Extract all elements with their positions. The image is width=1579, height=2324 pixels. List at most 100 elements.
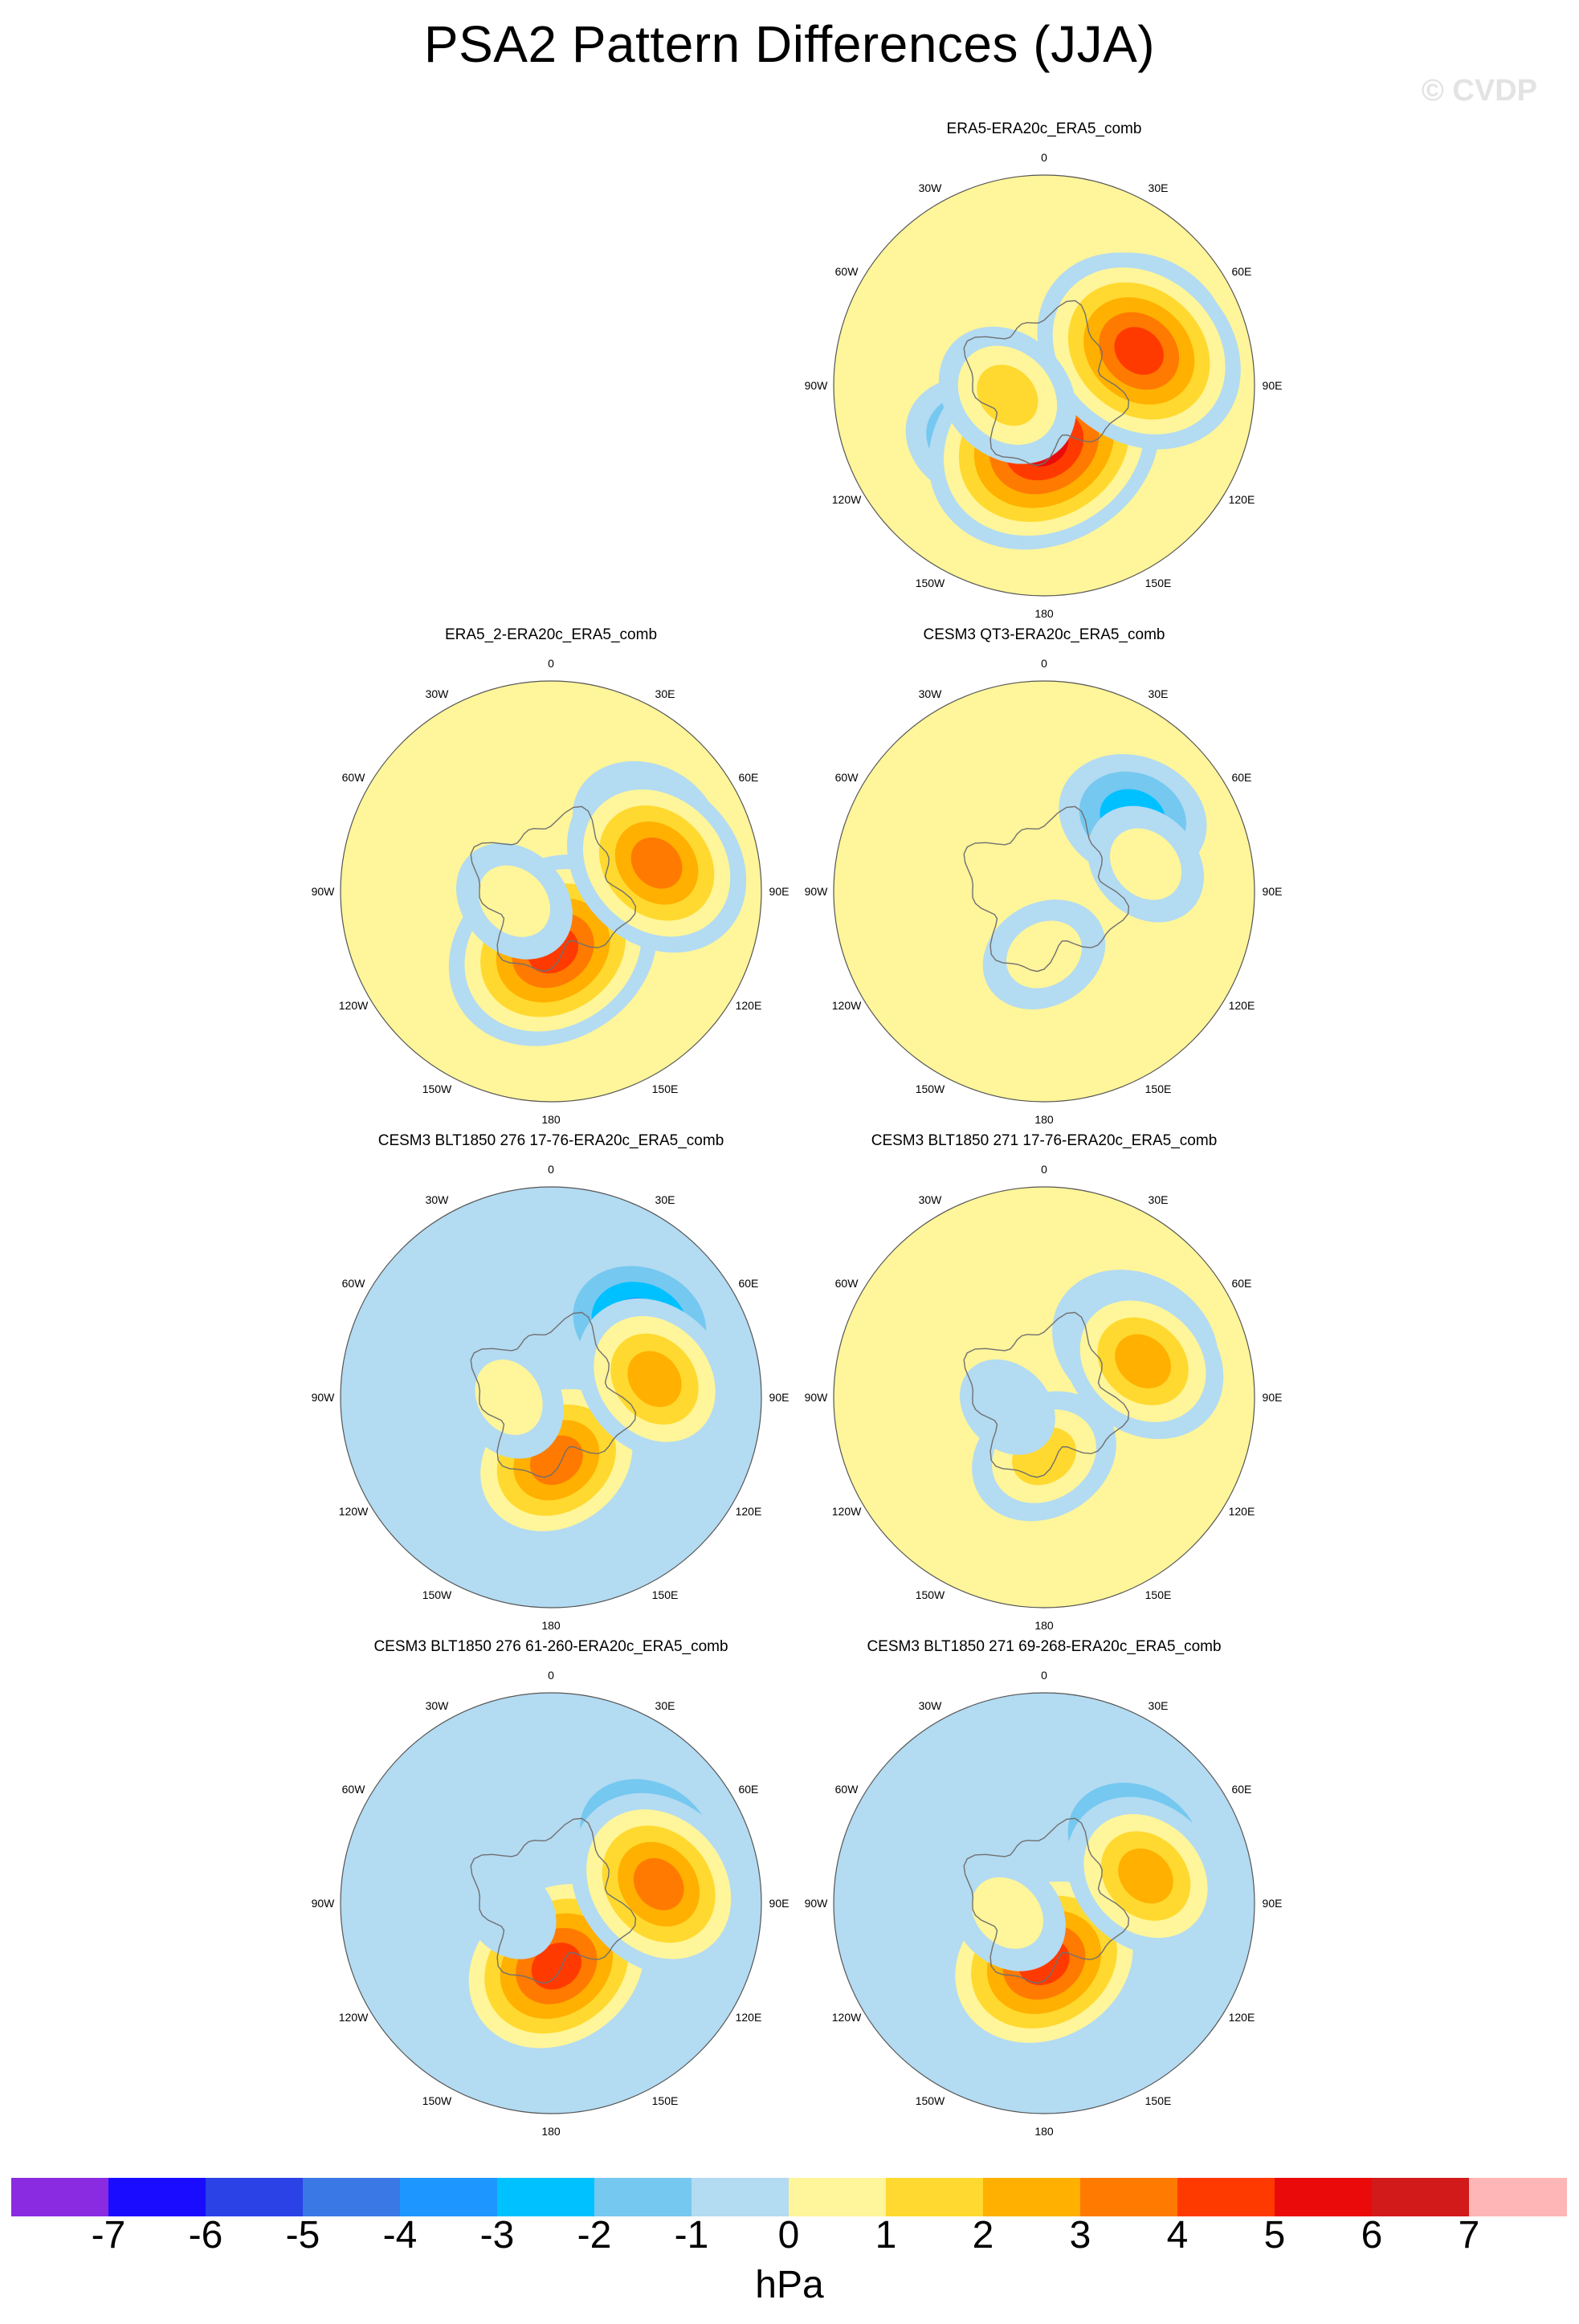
polar-map: 0 30E 60E 90E 120E 150E 180 150W 120W 90W 60W 30W <box>805 657 1283 1124</box>
longitude-label: 120W <box>339 1505 369 1518</box>
colorbar-tick-label: 6 <box>1361 2214 1383 2257</box>
colorbar <box>11 2178 1567 2216</box>
positive-anomaly-contour <box>971 1877 1044 1949</box>
antarctica-coastline <box>963 1817 1130 1984</box>
figure-title: PSA2 Pattern Differences (JJA) <box>423 15 1156 73</box>
longitude-label: 150E <box>1145 1082 1172 1095</box>
antarctica-coastline <box>963 805 1130 972</box>
map-panel-blt1850-271-17-76: CESM3 BLT1850 271 17-76-ERA20c_ERA5_comb… <box>803 1132 1285 1630</box>
positive-anomaly-contour <box>627 1351 682 1408</box>
longitude-label: 150W <box>422 1588 452 1601</box>
longitude-label: 30E <box>1149 687 1169 700</box>
colorbar-cell <box>594 2178 692 2216</box>
map-boundary <box>833 174 1255 597</box>
polar-map: 0 30E 60E 90E 120E 150E 180 150W 120W 90W 60W 30W <box>312 1163 790 1630</box>
positive-anomaly-contour <box>463 1861 557 1959</box>
panel-title: CESM3 BLT1850 276 61-260-ERA20c_ERA5_com… <box>373 1638 728 1655</box>
colorbar-tick-label: -5 <box>285 2214 320 2257</box>
colorbar-tick-label: -4 <box>382 2214 418 2257</box>
longitude-label: 60E <box>738 771 758 784</box>
antarctica-coastline <box>963 1311 1130 1478</box>
longitude-label: 120E <box>1229 999 1255 1012</box>
longitude-label: 90W <box>805 1391 829 1404</box>
cvdp-watermark: © CVDP <box>1421 74 1537 108</box>
longitude-label: 30E <box>655 1699 675 1712</box>
map-panel-era5-2: ERA5_2-ERA20c_ERA5_comb 0 30E 60E 90E 120E 15… <box>310 626 792 1124</box>
longitude-label: 120W <box>339 2011 369 2024</box>
positive-anomaly-contour <box>630 837 683 889</box>
colorbar-tick-label: 4 <box>1166 2214 1189 2257</box>
panel-title: CESM3 BLT1850 271 69-268-ERA20c_ERA5_com… <box>867 1638 1222 1655</box>
map-background-field <box>834 681 1255 1102</box>
colorbar-tick-label: -3 <box>479 2214 515 2257</box>
longitude-label: 90W <box>312 1391 336 1404</box>
longitude-label: 120W <box>832 999 862 1012</box>
longitude-label: 60E <box>1231 771 1251 784</box>
longitude-label: 60W <box>835 265 859 278</box>
colorbar-cell <box>789 2178 887 2216</box>
colorbar-cell <box>303 2178 401 2216</box>
positive-anomaly-contour <box>1118 1848 1173 1904</box>
longitude-label: 90E <box>1263 379 1283 392</box>
longitude-label: 180 <box>541 1113 561 1124</box>
longitude-label: 30W <box>426 1193 450 1206</box>
longitude-label: 60W <box>835 1277 859 1290</box>
longitude-label: 180 <box>1034 607 1054 618</box>
map-panel-cesm3-qt3: CESM3 QT3-ERA20c_ERA5_comb 0 30E 60E 90E 120… <box>803 626 1285 1124</box>
antarctica-coastline <box>470 1817 637 1984</box>
colorbar-cell <box>1469 2178 1567 2216</box>
positive-anomaly-contour <box>478 865 551 937</box>
positive-anomaly-contour <box>1115 1334 1171 1388</box>
panel-title: ERA5_2-ERA20c_ERA5_comb <box>444 626 658 643</box>
longitude-label: 120E <box>1229 493 1255 506</box>
longitude-label: 60W <box>342 1277 366 1290</box>
longitude-label: 30W <box>919 1193 943 1206</box>
longitude-label: 150W <box>422 2094 452 2107</box>
colorbar-cell <box>1080 2178 1178 2216</box>
longitude-label: 90W <box>312 1897 336 1910</box>
map-panel-blt1850-271-69-268: CESM3 BLT1850 271 69-268-ERA20c_ERA5_com… <box>803 1638 1285 2136</box>
longitude-label: 0 <box>548 1669 554 1682</box>
longitude-label: 180 <box>541 2125 561 2136</box>
antarctica-coastline <box>470 1311 637 1478</box>
panel-title: CESM3 QT3-ERA20c_ERA5_comb <box>923 626 1165 643</box>
colorbar-cell <box>1372 2178 1470 2216</box>
longitude-label: 60W <box>342 771 366 784</box>
colorbar-tick-label: 3 <box>1069 2214 1091 2257</box>
longitude-label: 30E <box>1149 1699 1169 1712</box>
longitude-label: 150W <box>916 577 945 589</box>
longitude-label: 30E <box>1149 1193 1169 1206</box>
longitude-label: 60E <box>738 1783 758 1796</box>
antarctica-coastline <box>963 300 1130 467</box>
colorbar-cell <box>692 2178 790 2216</box>
longitude-label: 150E <box>1145 2094 1172 2107</box>
polar-map: 0 30E 60E 90E 120E 150E 180 150W 120W 90W 60W 30W <box>312 657 790 1124</box>
longitude-label: 90E <box>769 1897 790 1910</box>
longitude-label: 90E <box>1263 885 1283 898</box>
polar-map: 0 30E 60E 90E 120E 150E 180 150W 120W 90W 60W 30W <box>805 1163 1283 1630</box>
longitude-label: 120E <box>1229 1505 1255 1518</box>
colorbar-units: hPa <box>755 2264 824 2306</box>
longitude-label: 150W <box>916 1082 945 1095</box>
map-boundary <box>833 680 1255 1103</box>
longitude-label: 30E <box>655 1193 675 1206</box>
longitude-label: 120W <box>339 999 369 1012</box>
colorbar-cell <box>497 2178 595 2216</box>
colorbar-tick-label: 2 <box>972 2214 994 2257</box>
colorbar-cell <box>400 2178 498 2216</box>
colorbar-tick-label: 7 <box>1458 2214 1480 2257</box>
panel-title: CESM3 BLT1850 276 17-76-ERA20c_ERA5_comb <box>377 1132 724 1149</box>
longitude-label: 150W <box>916 2094 945 2107</box>
longitude-label: 180 <box>541 1619 561 1630</box>
panel-title: CESM3 BLT1850 271 17-76-ERA20c_ERA5_comb <box>871 1132 1218 1149</box>
longitude-label: 30W <box>919 687 943 700</box>
longitude-label: 90E <box>769 885 790 898</box>
longitude-label: 150E <box>1145 1588 1172 1601</box>
longitude-label: 150E <box>652 2094 679 2107</box>
longitude-label: 30W <box>426 1699 450 1712</box>
longitude-label: 120W <box>832 2011 862 2024</box>
longitude-label: 60E <box>1231 1277 1251 1290</box>
longitude-label: 150E <box>1145 577 1172 589</box>
longitude-label: 120W <box>832 1505 862 1518</box>
positive-anomaly-contour <box>1109 828 1182 900</box>
